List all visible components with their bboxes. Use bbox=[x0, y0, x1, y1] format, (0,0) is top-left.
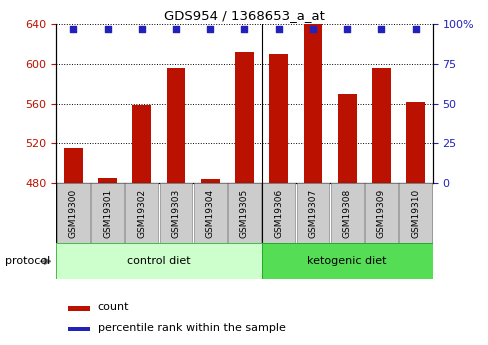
Point bbox=[240, 26, 248, 32]
Bar bbox=[303, 24, 322, 183]
Point bbox=[103, 26, 111, 32]
FancyBboxPatch shape bbox=[159, 184, 192, 243]
Text: ketogenic diet: ketogenic diet bbox=[307, 256, 386, 266]
FancyBboxPatch shape bbox=[227, 184, 261, 243]
Point bbox=[206, 26, 214, 32]
FancyBboxPatch shape bbox=[364, 184, 397, 243]
Bar bbox=[132, 106, 151, 183]
FancyBboxPatch shape bbox=[125, 184, 158, 243]
Point bbox=[138, 26, 145, 32]
Text: GSM19308: GSM19308 bbox=[342, 188, 351, 238]
Text: GSM19300: GSM19300 bbox=[69, 188, 78, 238]
Text: GSM19307: GSM19307 bbox=[308, 188, 317, 238]
FancyBboxPatch shape bbox=[57, 184, 90, 243]
Text: GSM19302: GSM19302 bbox=[137, 188, 146, 238]
Bar bbox=[98, 178, 117, 183]
Bar bbox=[269, 54, 287, 183]
Bar bbox=[406, 101, 424, 183]
Bar bbox=[235, 52, 253, 183]
Text: GSM19301: GSM19301 bbox=[103, 188, 112, 238]
Point bbox=[377, 26, 385, 32]
Bar bbox=[371, 68, 390, 183]
Bar bbox=[64, 148, 82, 183]
Text: protocol: protocol bbox=[5, 256, 50, 266]
Point bbox=[411, 26, 419, 32]
FancyBboxPatch shape bbox=[56, 243, 261, 279]
Text: GSM19303: GSM19303 bbox=[171, 188, 180, 238]
FancyBboxPatch shape bbox=[193, 184, 226, 243]
Point bbox=[172, 26, 180, 32]
Bar bbox=[337, 93, 356, 183]
Text: GSM19306: GSM19306 bbox=[274, 188, 283, 238]
Title: GDS954 / 1368653_a_at: GDS954 / 1368653_a_at bbox=[164, 9, 324, 22]
Point bbox=[274, 26, 282, 32]
Bar bbox=[67, 326, 90, 331]
Bar bbox=[166, 68, 185, 183]
Text: percentile rank within the sample: percentile rank within the sample bbox=[98, 323, 285, 333]
Text: GSM19304: GSM19304 bbox=[205, 188, 214, 238]
Point bbox=[343, 26, 350, 32]
FancyBboxPatch shape bbox=[398, 184, 431, 243]
Text: control diet: control diet bbox=[127, 256, 190, 266]
Bar bbox=[201, 179, 219, 183]
Bar bbox=[67, 306, 90, 310]
Text: GSM19305: GSM19305 bbox=[240, 188, 248, 238]
Point bbox=[308, 26, 316, 32]
Text: GSM19310: GSM19310 bbox=[410, 188, 419, 238]
FancyBboxPatch shape bbox=[262, 184, 295, 243]
FancyBboxPatch shape bbox=[330, 184, 363, 243]
FancyBboxPatch shape bbox=[296, 184, 329, 243]
Text: GSM19309: GSM19309 bbox=[376, 188, 385, 238]
Point bbox=[69, 26, 77, 32]
FancyBboxPatch shape bbox=[91, 184, 124, 243]
FancyBboxPatch shape bbox=[261, 243, 432, 279]
Text: count: count bbox=[98, 302, 129, 312]
